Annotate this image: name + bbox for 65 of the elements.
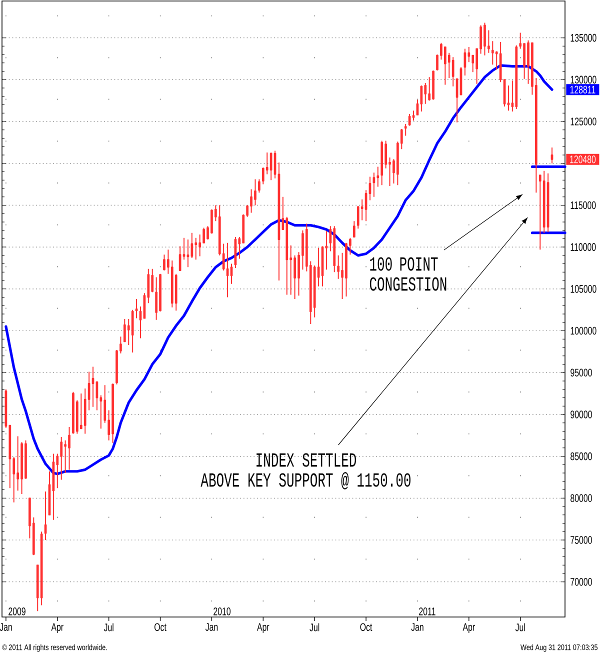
y-tick-label: 105000: [570, 285, 596, 293]
y-tick-label: 75000: [570, 536, 592, 544]
annotation: 2011: [419, 608, 436, 616]
candlestick: [333, 226, 336, 273]
candlestick: [368, 176, 372, 201]
data-label: 128811: [570, 86, 596, 94]
x-tick-label: Jul: [310, 623, 320, 632]
candlestick: [352, 220, 356, 238]
annotation: 2010: [214, 608, 231, 616]
candlestick: [258, 178, 260, 194]
annotation: 100 POINT CONGESTION: [370, 257, 446, 291]
y-tick-label: 90000: [570, 410, 592, 418]
candlestick: [123, 318, 126, 342]
candlestick: [456, 78, 458, 123]
y-tick-label: 100000: [570, 326, 596, 335]
annotation: INDEX SETTLED ABOVE KEY SUPPORT @ 1150.00: [200, 453, 410, 490]
text: 120480: [570, 155, 596, 164]
y-tick-label: 80000: [570, 494, 592, 502]
y-tick-label: 115000: [570, 201, 596, 210]
x-tick-label: Jan: [0, 623, 12, 631]
x-tick-label: Apr: [257, 623, 270, 634]
text: © 2011 All rights reserved worldwide.: [2, 644, 107, 652]
candlestick: [226, 242, 229, 298]
y-tick-label: 125000: [570, 118, 596, 126]
candlestick: [484, 22, 486, 56]
y-tick-label: 95000: [570, 368, 592, 376]
candlestick: [155, 276, 158, 320]
candlestick: [182, 237, 186, 260]
candlestick: [538, 174, 542, 250]
y-tick-label: 130000: [570, 76, 596, 84]
x-tick-label: Apr: [51, 623, 64, 634]
x-tick-label: Jul: [104, 623, 114, 632]
y-tick-label: 70000: [570, 578, 592, 586]
candlestick: [230, 263, 233, 284]
candlestick: [112, 382, 114, 444]
x-tick-label: Oct: [154, 623, 166, 631]
x-tick-label: Apr: [462, 623, 475, 634]
text: Wed Aug 31 2011 07:03:35: [520, 644, 598, 652]
candlestick: [194, 237, 198, 260]
candlestick: [131, 309, 134, 354]
annotation: 2009: [8, 608, 26, 616]
candlestick: [491, 40, 494, 66]
x-tick-label: Jan: [205, 623, 218, 631]
candlestick: [135, 298, 138, 319]
y-tick-label: 85000: [570, 452, 592, 460]
y-tick-label: 110000: [570, 243, 596, 251]
candlestick: [68, 426, 70, 470]
candlestick: [444, 46, 446, 86]
candlestick: [52, 453, 55, 520]
candlestick: [345, 242, 348, 297]
x-tick-label: Jan: [411, 623, 424, 631]
candlestick: [550, 146, 554, 164]
x-tick-label: Oct: [360, 623, 372, 631]
candlestick: [325, 230, 328, 270]
candlestick: [380, 140, 384, 186]
candlestick: [452, 56, 454, 87]
x-tick-label: Jul: [515, 623, 525, 632]
candlestick: [44, 490, 47, 540]
candlestick: [404, 124, 407, 136]
candlestick: [412, 110, 415, 122]
candlestick: [92, 366, 94, 408]
candlestick: [186, 239, 190, 268]
y-tick-label: 135000: [570, 34, 596, 42]
candlestick: [507, 85, 510, 112]
candlestick: [139, 306, 142, 339]
